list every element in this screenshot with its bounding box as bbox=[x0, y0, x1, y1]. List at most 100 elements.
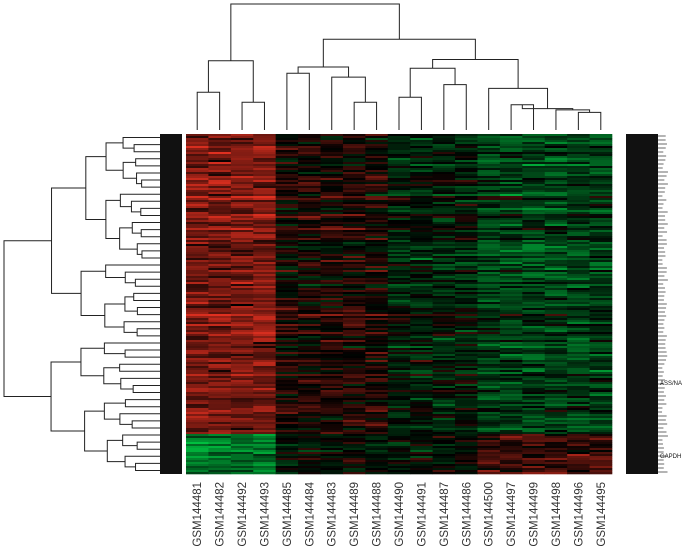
heatmap-cell bbox=[186, 406, 209, 409]
heatmap-cell bbox=[253, 164, 276, 167]
heatmap-cell bbox=[522, 302, 546, 305]
heatmap-cell bbox=[589, 318, 613, 321]
heatmap-cell bbox=[253, 300, 276, 303]
heatmap-cell bbox=[432, 364, 456, 367]
heatmap-cell bbox=[544, 466, 568, 469]
heatmap-cell bbox=[253, 340, 276, 343]
heatmap-cell bbox=[365, 406, 389, 409]
heatmap-cell bbox=[499, 288, 523, 291]
heatmap-cell bbox=[589, 388, 613, 391]
heatmap-cell bbox=[208, 468, 232, 471]
heatmap-cell bbox=[186, 346, 209, 349]
column-label: GSM144496 bbox=[573, 482, 585, 547]
heatmap-cell bbox=[342, 250, 366, 253]
heatmap-cell bbox=[208, 470, 232, 473]
row-dendrogram-branch bbox=[119, 227, 138, 250]
heatmap-cell bbox=[186, 246, 209, 249]
heatmap-cell bbox=[342, 448, 366, 451]
heatmap-cell bbox=[432, 254, 456, 257]
heatmap-cell bbox=[477, 322, 501, 325]
heatmap-cell bbox=[499, 444, 523, 447]
heatmap-cell bbox=[186, 408, 209, 411]
heatmap-cell bbox=[208, 288, 232, 291]
heatmap-cell bbox=[477, 438, 501, 441]
heatmap-cell bbox=[499, 156, 523, 159]
heatmap-cell bbox=[342, 386, 366, 389]
heatmap-cell bbox=[186, 166, 209, 169]
heatmap-cell bbox=[186, 336, 209, 339]
heatmap-cell bbox=[455, 214, 478, 217]
heatmap-cell bbox=[275, 140, 299, 143]
heatmap-cell bbox=[253, 312, 276, 315]
heatmap-cell bbox=[275, 326, 299, 329]
heatmap-cell bbox=[589, 252, 613, 255]
heatmap-cell bbox=[499, 214, 523, 217]
heatmap-cell bbox=[499, 286, 523, 289]
heatmap-cell bbox=[230, 200, 254, 203]
heatmap-cell bbox=[230, 292, 254, 295]
heatmap-cell bbox=[432, 354, 456, 357]
heatmap-cell bbox=[208, 234, 232, 237]
heatmap-cell bbox=[432, 260, 456, 263]
heatmap-cell bbox=[298, 242, 321, 245]
heatmap-cell bbox=[320, 240, 344, 243]
heatmap-cell bbox=[365, 138, 389, 141]
heatmap-cell bbox=[499, 362, 523, 365]
heatmap-cell bbox=[387, 286, 411, 289]
heatmap-cell bbox=[208, 146, 232, 149]
heatmap-cell bbox=[477, 226, 501, 229]
heatmap-cell bbox=[208, 360, 232, 363]
heatmap-cell bbox=[410, 156, 433, 159]
heatmap-cell bbox=[455, 384, 478, 387]
heatmap-cell bbox=[410, 236, 433, 239]
heatmap-cell bbox=[544, 430, 568, 433]
heatmap-cell bbox=[432, 426, 456, 429]
heatmap-cell bbox=[544, 318, 568, 321]
heatmap-cell bbox=[275, 422, 299, 425]
heatmap-cell bbox=[320, 238, 344, 241]
heatmap-cell bbox=[342, 256, 366, 259]
heatmap-cell bbox=[320, 410, 344, 413]
heatmap-cell bbox=[567, 406, 590, 409]
heatmap-cell bbox=[477, 240, 501, 243]
heatmap-cell bbox=[410, 290, 433, 293]
heatmap-cell bbox=[499, 308, 523, 311]
row-dendrogram-branch bbox=[119, 363, 162, 372]
heatmap-cell bbox=[455, 220, 478, 223]
heatmap-cell bbox=[477, 276, 501, 279]
column-dendrogram-branch bbox=[331, 76, 366, 130]
heatmap-cell bbox=[365, 288, 389, 291]
heatmap-cell bbox=[455, 276, 478, 279]
heatmap-cell bbox=[455, 278, 478, 281]
heatmap-cell bbox=[230, 214, 254, 217]
heatmap-cell bbox=[432, 404, 456, 407]
heatmap-cell bbox=[186, 236, 209, 239]
heatmap-cell bbox=[365, 272, 389, 275]
heatmap-cell bbox=[253, 458, 276, 461]
heatmap-cell bbox=[275, 300, 299, 303]
heatmap-cell bbox=[253, 308, 276, 311]
heatmap-cell bbox=[186, 302, 209, 305]
heatmap-cell bbox=[253, 204, 276, 207]
heatmap-cell bbox=[387, 298, 411, 301]
heatmap-cell bbox=[387, 180, 411, 183]
heatmap-cell bbox=[410, 142, 433, 145]
heatmap-cell bbox=[275, 146, 299, 149]
heatmap-cell bbox=[320, 156, 344, 159]
heatmap-cell bbox=[455, 256, 478, 259]
heatmap-cell bbox=[275, 208, 299, 211]
heatmap-cell bbox=[342, 258, 366, 261]
heatmap-cell bbox=[365, 246, 389, 249]
heatmap-cell bbox=[432, 224, 456, 227]
heatmap-cell bbox=[230, 210, 254, 213]
heatmap-cell bbox=[186, 320, 209, 323]
heatmap-cell bbox=[544, 328, 568, 331]
heatmap-cell bbox=[186, 296, 209, 299]
heatmap-cell bbox=[186, 412, 209, 415]
heatmap-cell bbox=[410, 306, 433, 309]
heatmap-cell bbox=[544, 402, 568, 405]
heatmap-cell bbox=[275, 204, 299, 207]
heatmap-cell bbox=[298, 464, 321, 467]
heatmap-cell bbox=[455, 144, 478, 147]
heatmap-cell bbox=[275, 154, 299, 157]
